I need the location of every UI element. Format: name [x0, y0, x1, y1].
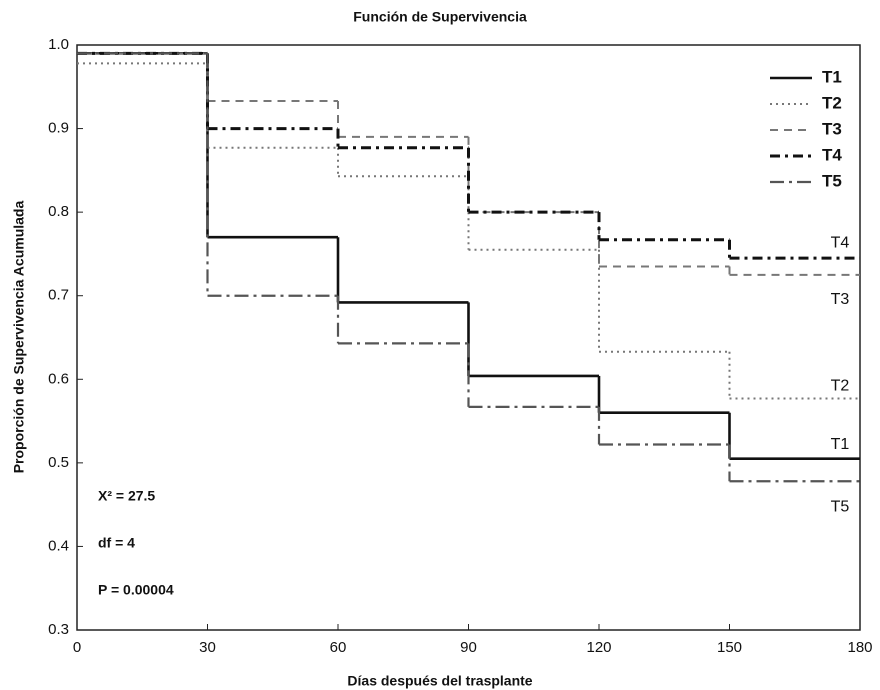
series-end-label: T3 [831, 291, 850, 308]
series-end-label: T5 [831, 498, 850, 515]
x-tick-label: 180 [847, 639, 872, 656]
series-end-label: T1 [831, 436, 850, 453]
y-tick-label: 0.7 [48, 287, 69, 304]
legend-label: T2 [822, 93, 842, 112]
x-tick-label: 120 [586, 639, 611, 656]
x-axis-label: Días después del trasplante [347, 673, 532, 689]
x-tick-label: 150 [717, 639, 742, 656]
chart-title: Función de Supervivencia [353, 9, 527, 25]
x-tick-label: 90 [460, 639, 477, 656]
x-tick-label: 0 [73, 639, 81, 656]
y-tick-label: 0.8 [48, 203, 69, 220]
y-tick-label: 1.0 [48, 36, 69, 53]
y-tick-label: 0.4 [48, 537, 69, 554]
y-tick-label: 0.6 [48, 370, 69, 387]
annotation: df = 4 [98, 535, 135, 551]
y-tick-label: 0.3 [48, 621, 69, 638]
y-tick-label: 0.5 [48, 454, 69, 471]
annotation: X² = 27.5 [98, 488, 155, 504]
series-end-label: T4 [831, 234, 850, 251]
x-tick-label: 30 [199, 639, 216, 656]
legend-label: T1 [822, 67, 842, 86]
legend-label: T5 [822, 171, 842, 190]
y-axis-label: Proporción de Supervivencia Acumulada [11, 201, 27, 474]
legend-label: T4 [822, 145, 842, 164]
series-end-label: T2 [831, 378, 850, 395]
y-tick-label: 0.9 [48, 120, 69, 137]
x-tick-label: 60 [330, 639, 347, 656]
annotation: P = 0.00004 [98, 582, 174, 598]
legend-label: T3 [822, 119, 842, 138]
